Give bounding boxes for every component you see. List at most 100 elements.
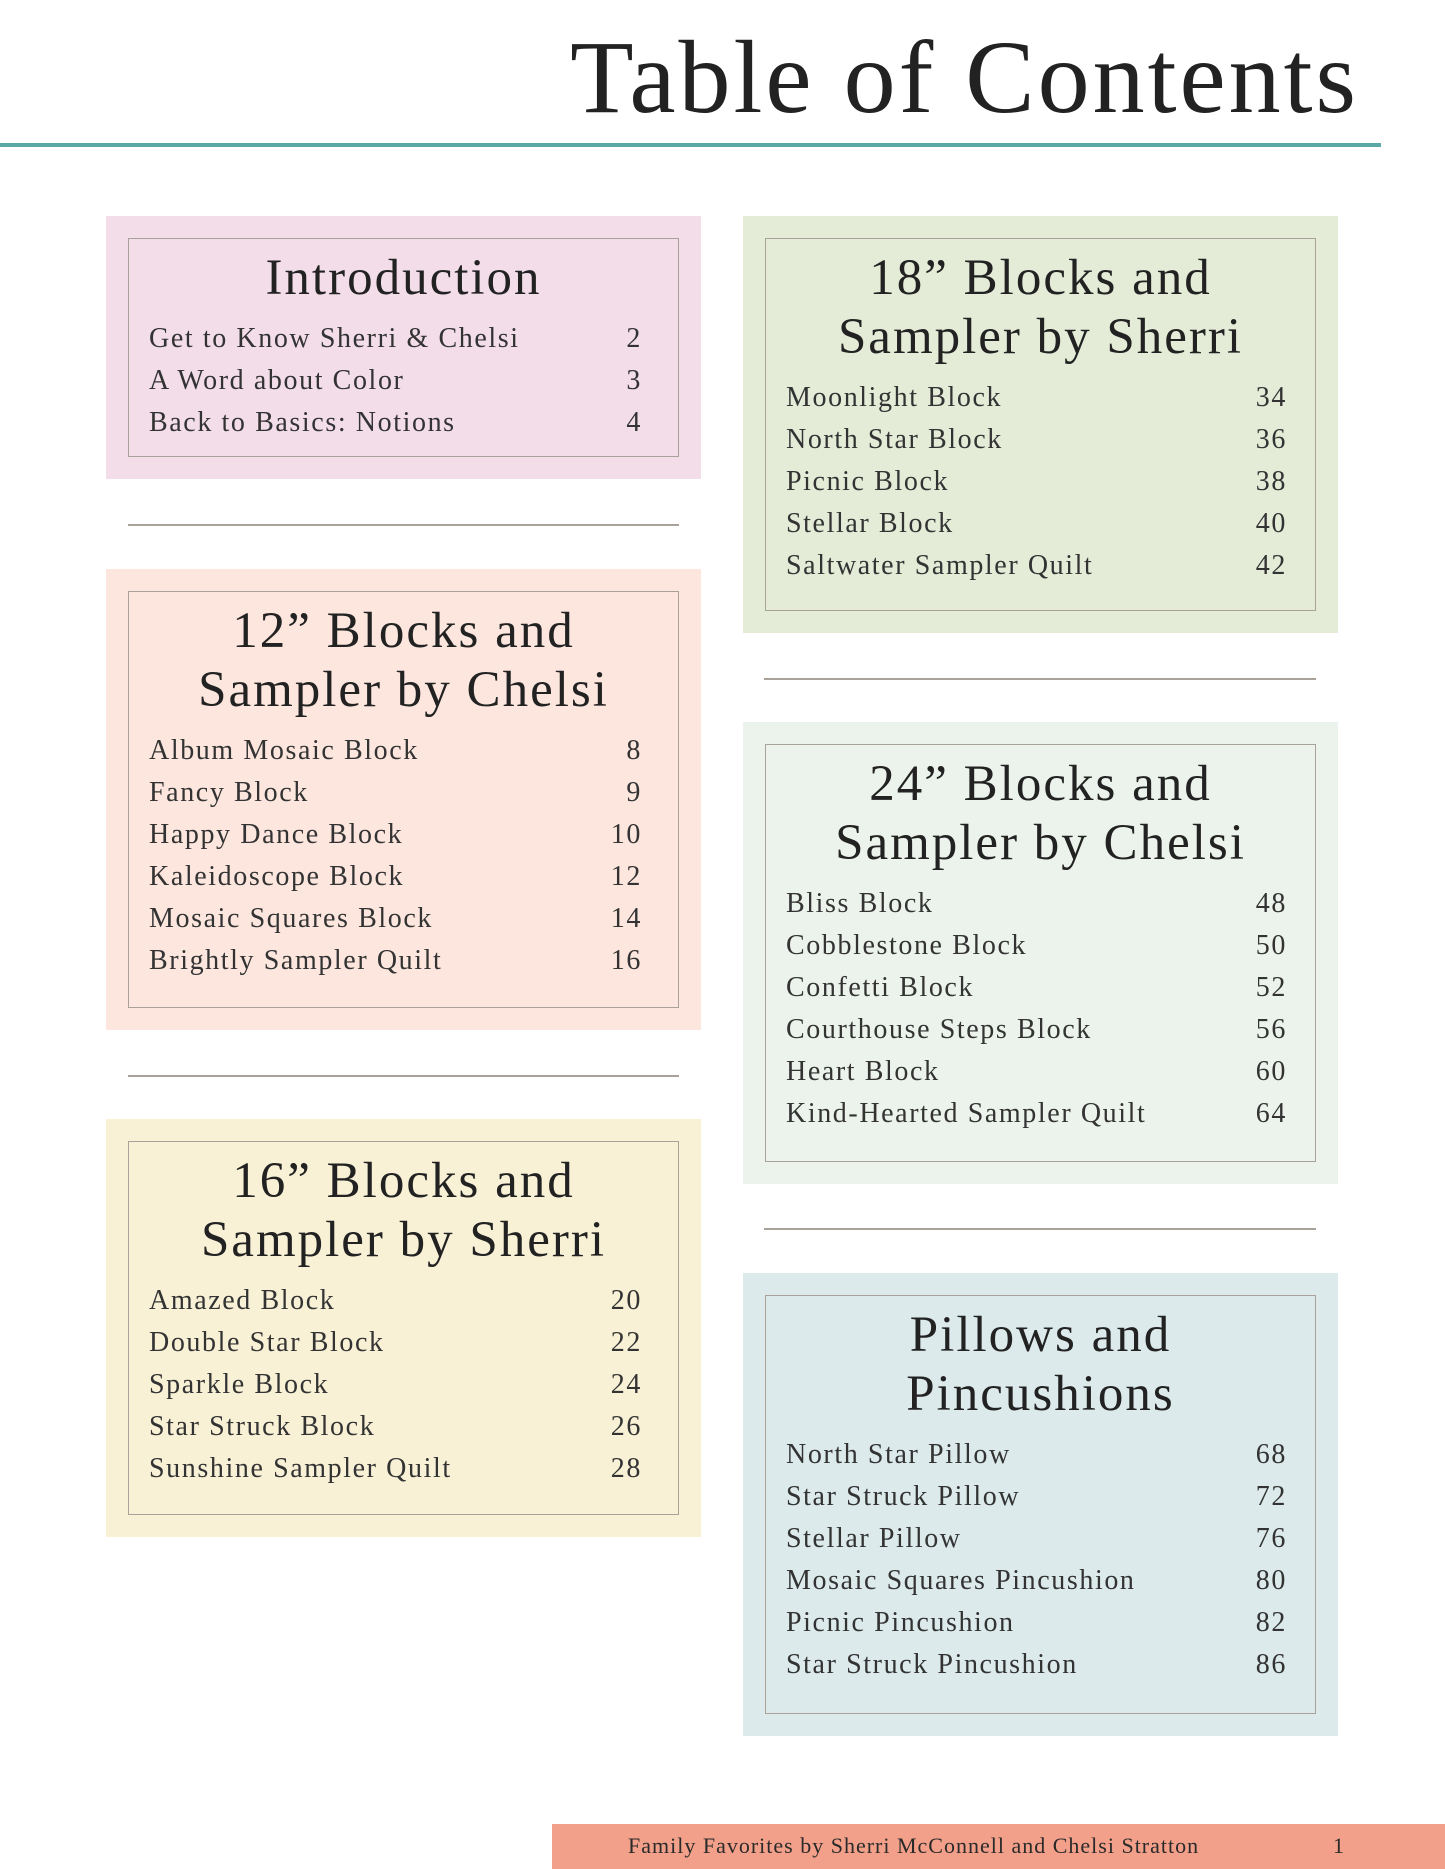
section-introduction: Introduction Get to Know Sherri & Chelsi 2… xyxy=(106,216,701,479)
entry-title: Saltwater Sampler Quilt xyxy=(786,550,1094,581)
entry-title: Get to Know Sherri & Chelsi xyxy=(149,323,520,354)
divider xyxy=(128,524,679,526)
toc-entry[interactable]: Amazed Block 20 xyxy=(129,1280,678,1322)
entry-page-number: 28 xyxy=(610,1453,642,1484)
toc-entry[interactable]: Bliss Block 48 xyxy=(766,883,1315,925)
toc-entry[interactable]: Kaleidoscope Block 12 xyxy=(129,856,678,898)
toc-entry[interactable]: Moonlight Block 34 xyxy=(766,377,1315,419)
entry-page-number: 48 xyxy=(1255,888,1287,919)
entry-page-number: 60 xyxy=(1255,1056,1287,1087)
toc-entry[interactable]: Happy Dance Block 10 xyxy=(129,814,678,856)
entry-title: Star Struck Block xyxy=(149,1411,376,1442)
toc-entry[interactable]: Get to Know Sherri & Chelsi 2 xyxy=(129,318,678,360)
footer-bar: Family Favorites by Sherri McConnell and… xyxy=(552,1824,1445,1869)
entry-title: Star Struck Pincushion xyxy=(786,1649,1078,1680)
toc-entry[interactable]: North Star Block 36 xyxy=(766,419,1315,461)
entry-page-number: 72 xyxy=(1255,1481,1287,1512)
entry-page-number: 22 xyxy=(610,1327,642,1358)
divider xyxy=(764,678,1316,680)
toc-entry[interactable]: North Star Pillow 68 xyxy=(766,1434,1315,1476)
toc-entry[interactable]: Stellar Block 40 xyxy=(766,503,1315,545)
page-title: Table of Contents xyxy=(570,20,1359,135)
entry-title: Moonlight Block xyxy=(786,382,1003,413)
entry-page-number: 16 xyxy=(610,945,642,976)
entry-page-number: 42 xyxy=(1255,550,1287,581)
section-frame: Introduction Get to Know Sherri & Chelsi 2… xyxy=(128,238,679,457)
entry-title: Kind-Hearted Sampler Quilt xyxy=(786,1098,1147,1129)
entry-page-number: 68 xyxy=(1255,1439,1287,1470)
entry-title: Stellar Pillow xyxy=(786,1523,962,1554)
section-frame: 18” Blocks and Sampler by Sherri Moonligh… xyxy=(765,238,1316,611)
section-16-blocks: 16” Blocks and Sampler by Sherri Amazed B… xyxy=(106,1119,701,1537)
toc-entry[interactable]: Mosaic Squares Pincushion 80 xyxy=(766,1560,1315,1602)
entry-title: Back to Basics: Notions xyxy=(149,407,456,438)
entry-title: Courthouse Steps Block xyxy=(786,1014,1092,1045)
entry-page-number: 20 xyxy=(610,1285,642,1316)
entry-title: Sunshine Sampler Quilt xyxy=(149,1453,452,1484)
entry-page-number: 40 xyxy=(1255,508,1287,539)
entry-title: Mosaic Squares Block xyxy=(149,903,433,934)
entry-title: Double Star Block xyxy=(149,1327,385,1358)
footer-text: Family Favorites by Sherri McConnell and… xyxy=(628,1833,1200,1858)
entry-page-number: 12 xyxy=(610,861,642,892)
entry-page-number: 4 xyxy=(626,407,642,438)
entry-page-number: 24 xyxy=(610,1369,642,1400)
section-frame: Pillows and Pincushions North Star Pillow… xyxy=(765,1295,1316,1714)
entry-page-number: 26 xyxy=(610,1411,642,1442)
toc-entry[interactable]: Heart Block 60 xyxy=(766,1051,1315,1093)
toc-entry[interactable]: Double Star Block 22 xyxy=(129,1322,678,1364)
entry-title: Fancy Block xyxy=(149,777,309,808)
entry-title: A Word about Color xyxy=(149,365,405,396)
title-rule xyxy=(0,143,1381,147)
toc-entry[interactable]: Sparkle Block 24 xyxy=(129,1364,678,1406)
toc-entry[interactable]: Courthouse Steps Block 56 xyxy=(766,1009,1315,1051)
section-title: 24” Blocks and Sampler by Chelsi xyxy=(835,756,1246,871)
toc-entry[interactable]: Confetti Block 52 xyxy=(766,967,1315,1009)
toc-entry[interactable]: Sunshine Sampler Quilt 28 xyxy=(129,1448,678,1490)
section-pillows: Pillows and Pincushions North Star Pillow… xyxy=(743,1273,1338,1736)
entry-page-number: 8 xyxy=(626,735,642,766)
section-frame: 12” Blocks and Sampler by Chelsi Album Mo… xyxy=(128,591,679,1008)
entry-page-number: 64 xyxy=(1255,1098,1287,1129)
entry-title: Stellar Block xyxy=(786,508,954,539)
entry-title: Heart Block xyxy=(786,1056,940,1087)
toc-entry[interactable]: Cobblestone Block 50 xyxy=(766,925,1315,967)
entry-page-number: 10 xyxy=(610,819,642,850)
entry-title: Star Struck Pillow xyxy=(786,1481,1021,1512)
toc-entry[interactable]: Back to Basics: Notions 4 xyxy=(129,402,678,444)
entry-title: Cobblestone Block xyxy=(786,930,1028,961)
toc-entry[interactable]: Star Struck Block 26 xyxy=(129,1406,678,1448)
toc-entry[interactable]: Brightly Sampler Quilt 16 xyxy=(129,940,678,982)
section-title: Introduction xyxy=(265,250,542,306)
entry-page-number: 50 xyxy=(1255,930,1287,961)
toc-entry[interactable]: Kind-Hearted Sampler Quilt 64 xyxy=(766,1093,1315,1135)
section-24-blocks: 24” Blocks and Sampler by Chelsi Bliss Bl… xyxy=(743,722,1338,1184)
section-frame: 16” Blocks and Sampler by Sherri Amazed B… xyxy=(128,1141,679,1515)
entry-title: Album Mosaic Block xyxy=(149,735,419,766)
toc-entry[interactable]: Star Struck Pincushion 86 xyxy=(766,1644,1315,1686)
entry-title: Picnic Pincushion xyxy=(786,1607,1015,1638)
toc-entry[interactable]: Fancy Block 9 xyxy=(129,772,678,814)
entry-page-number: 2 xyxy=(626,323,642,354)
entry-title: Bliss Block xyxy=(786,888,934,919)
section-frame: 24” Blocks and Sampler by Chelsi Bliss Bl… xyxy=(765,744,1316,1162)
divider xyxy=(764,1228,1316,1230)
entry-page-number: 76 xyxy=(1255,1523,1287,1554)
section-title: 18” Blocks and Sampler by Sherri xyxy=(837,250,1244,365)
toc-entry[interactable]: Picnic Pincushion 82 xyxy=(766,1602,1315,1644)
entry-title: Mosaic Squares Pincushion xyxy=(786,1565,1136,1596)
toc-entry[interactable]: Saltwater Sampler Quilt 42 xyxy=(766,545,1315,587)
entry-title: Sparkle Block xyxy=(149,1369,330,1400)
section-12-blocks: 12” Blocks and Sampler by Chelsi Album Mo… xyxy=(106,569,701,1030)
entry-page-number: 36 xyxy=(1255,424,1287,455)
entry-page-number: 80 xyxy=(1255,1565,1287,1596)
toc-entry[interactable]: Stellar Pillow 76 xyxy=(766,1518,1315,1560)
toc-entry[interactable]: Album Mosaic Block 8 xyxy=(129,730,678,772)
toc-entry[interactable]: Mosaic Squares Block 14 xyxy=(129,898,678,940)
toc-entry[interactable]: Star Struck Pillow 72 xyxy=(766,1476,1315,1518)
toc-entry[interactable]: A Word about Color 3 xyxy=(129,360,678,402)
entry-title: North Star Block xyxy=(786,424,1003,455)
entry-title: Confetti Block xyxy=(786,972,975,1003)
toc-entry[interactable]: Picnic Block 38 xyxy=(766,461,1315,503)
entry-page-number: 14 xyxy=(610,903,642,934)
